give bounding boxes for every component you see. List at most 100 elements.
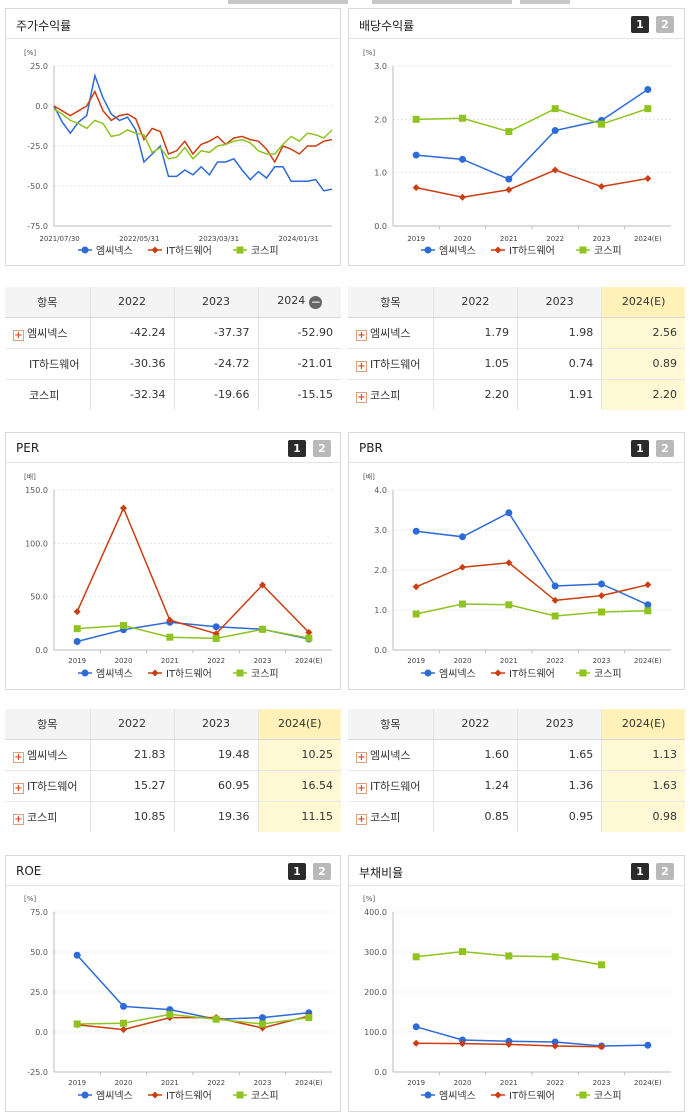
expand-plus-icon[interactable]: + [356, 360, 367, 372]
panel-header: 주가수익률 [6, 9, 340, 39]
expand-plus-icon[interactable]: + [13, 329, 24, 341]
row-label: IT하드웨어 [29, 357, 80, 371]
data-point [505, 128, 513, 136]
legend-marker [579, 669, 587, 677]
data-point [305, 1014, 313, 1022]
value-cell: -37.37 [173, 316, 258, 348]
row-label-cell[interactable]: + 코스피 [348, 800, 434, 832]
data-point [412, 610, 420, 618]
value-cell: 1.24 [432, 769, 518, 801]
panel-title: PBR [359, 441, 383, 455]
data-point [459, 563, 466, 571]
expand-plus-icon[interactable]: + [356, 782, 367, 794]
value-cell: -21.01 [257, 347, 341, 379]
expand-plus-icon[interactable]: + [356, 391, 367, 403]
row-label-cell[interactable]: + IT하드웨어 [5, 769, 90, 801]
expand-plus-icon[interactable]: + [356, 751, 367, 763]
y-tick-label: 25.0 [30, 62, 48, 71]
legend-marker [494, 246, 502, 254]
column-header-label: 2023 [545, 295, 574, 309]
row-label-cell[interactable]: + IT하드웨어 [348, 769, 434, 801]
panel-header: 배당수익률 1 2 [349, 9, 684, 39]
value-cell: 10.85 [89, 800, 174, 832]
value-cell: 0.85 [432, 800, 518, 832]
row-label-cell[interactable]: + 코스피 [5, 800, 90, 832]
table-header-row: 항목 2022 2023 2024(E) [348, 709, 685, 740]
table-header-row: 항목 2022 2023 2024(E) [5, 709, 341, 740]
expand-plus-icon[interactable]: + [13, 813, 24, 825]
value-cell: 10.25 [257, 738, 341, 770]
roe-chart-panel: ROE 1 2 [%] 75.0 50.0 25.0 0.0 -25.0 2019 2020 2… [5, 855, 341, 1112]
column-header-label: 2022 [118, 295, 146, 309]
panel-header: PBR 1 2 [349, 433, 684, 463]
page-2-button[interactable]: 2 [313, 440, 331, 457]
row-label-cell[interactable]: + 엠씨넥스 [5, 316, 90, 348]
legend-label: IT하드웨어 [509, 244, 555, 257]
page-1-button[interactable]: 1 [631, 440, 649, 457]
x-tick-label: 2021 [161, 657, 179, 665]
row-label-cell[interactable]: + 엠씨넥스 [348, 738, 434, 770]
page-1-button[interactable]: 1 [631, 16, 649, 33]
x-tick-label: 2020 [454, 657, 472, 665]
page-2-button[interactable]: 2 [656, 440, 674, 457]
collapse-icon[interactable]: − [309, 295, 323, 310]
legend-label: 엠씨넥스 [96, 668, 133, 680]
legend-marker [81, 669, 89, 677]
expand-plus-icon[interactable]: + [356, 329, 367, 341]
value-cell: 60.95 [173, 769, 258, 801]
page-2-button[interactable]: 2 [656, 863, 674, 880]
data-point [598, 608, 605, 616]
y-tick-label: 0.0 [35, 102, 48, 111]
legend-label: 엠씨넥스 [439, 668, 476, 680]
column-header-label: 항목 [37, 717, 58, 731]
row-label: 엠씨넥스 [370, 326, 411, 340]
column-header-label: 2023 [202, 295, 230, 309]
y-tick-label: 200.0 [364, 988, 387, 997]
legend-label: IT하드웨어 [166, 244, 212, 257]
legend-label: IT하드웨어 [509, 667, 555, 680]
x-tick-label: 2024(E) [295, 657, 323, 665]
y-tick-label: 0.0 [374, 1068, 387, 1077]
data-point [412, 527, 420, 535]
x-tick-label: 2023 [593, 235, 611, 243]
row-label-cell[interactable]: + 엠씨넥스 [5, 738, 90, 770]
row-label-cell[interactable]: + 코스피 [348, 378, 434, 410]
expand-plus-icon[interactable]: + [13, 782, 24, 794]
y-tick-label: 300.0 [364, 948, 387, 957]
row-label: IT하드웨어 [370, 357, 421, 371]
legend-marker [236, 669, 244, 677]
x-tick-label: 2024/01/31 [278, 235, 318, 243]
page-2-button[interactable]: 2 [313, 863, 331, 880]
data-point [120, 1019, 127, 1027]
value-cell: -30.36 [89, 347, 174, 379]
y-tick-label: 400.0 [364, 908, 387, 917]
expand-plus-icon[interactable]: + [356, 813, 367, 825]
data-point [505, 601, 513, 609]
legend-marker [151, 1091, 159, 1099]
y-tick-label: 0.0 [374, 646, 387, 655]
data-point [305, 628, 313, 636]
y-unit-label: [배] [24, 472, 36, 481]
data-point [505, 509, 513, 517]
data-point [166, 633, 174, 641]
row-label-cell[interactable]: + IT하드웨어 [348, 347, 434, 379]
panel-title: ROE [16, 864, 42, 878]
dividend-chart-panel: 배당수익률 1 2 [%] 3.0 2.0 1.0 0.0 2019 2020 2021 202… [348, 8, 685, 266]
data-point [598, 592, 605, 600]
data-point [459, 533, 466, 541]
expand-plus-icon[interactable]: + [13, 751, 24, 763]
legend-marker [424, 669, 432, 677]
top-tab-strip [228, 0, 348, 4]
dividend-chart: [%] 3.0 2.0 1.0 0.0 2019 2020 2021 2022 2023 2024(… [363, 49, 671, 257]
x-tick-label: 2020 [115, 1079, 133, 1087]
data-point [598, 1043, 605, 1051]
data-point [644, 601, 652, 609]
x-tick-label: 2022 [546, 235, 564, 243]
row-label-cell[interactable]: + 엠씨넥스 [348, 316, 434, 348]
page-1-button[interactable]: 1 [631, 863, 649, 880]
page-1-button[interactable]: 1 [288, 440, 306, 457]
page-1-button[interactable]: 1 [288, 863, 306, 880]
page-2-button[interactable]: 2 [656, 16, 674, 33]
legend-label: 엠씨넥스 [96, 1090, 133, 1102]
value-cell: 0.74 [516, 347, 602, 379]
